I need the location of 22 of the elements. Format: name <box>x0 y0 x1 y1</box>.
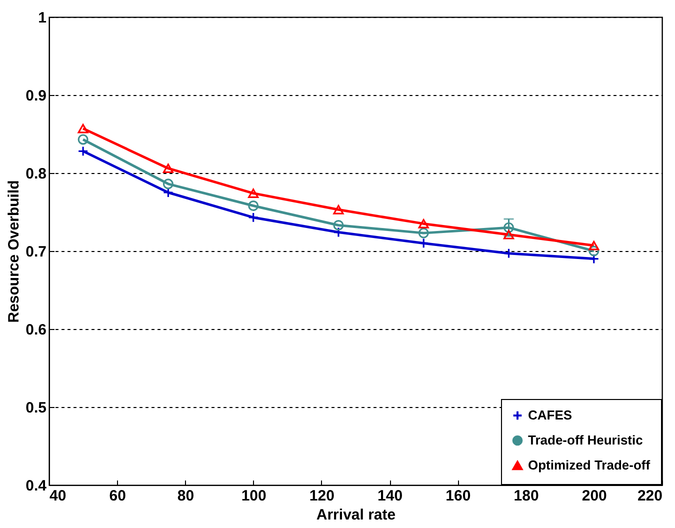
y-axis-title: Resource Overbuild <box>6 180 23 323</box>
x-tick-label: 80 <box>177 488 194 504</box>
x-tick-label: 220 <box>637 488 662 504</box>
y-tick-label: 0.8 <box>26 166 46 182</box>
x-tick-label: 100 <box>241 488 266 504</box>
y-tick-label: 1 <box>38 10 46 26</box>
legend-label: CAFES <box>528 408 572 422</box>
legend-label: Optimized Trade-off <box>528 458 651 472</box>
legend-label: Trade-off Heuristic <box>528 432 643 448</box>
x-tick-label: 40 <box>50 488 66 504</box>
y-tick-label: 0.4 <box>26 478 48 494</box>
x-tick-label: 180 <box>514 488 539 504</box>
x-tick-label: 160 <box>446 488 471 504</box>
x-axis-title: Arrival rate <box>316 506 396 524</box>
y-tick-label: 0.7 <box>26 244 46 260</box>
x-tick-label: 200 <box>582 488 607 504</box>
y-tick-label: 0.6 <box>26 322 46 338</box>
y-tick-label: 0.5 <box>26 400 46 416</box>
x-tick-label: 60 <box>109 488 126 504</box>
x-tick-label: 140 <box>378 488 403 504</box>
x-tick-label: 120 <box>309 488 334 504</box>
y-tick-label: 0.9 <box>26 88 46 104</box>
